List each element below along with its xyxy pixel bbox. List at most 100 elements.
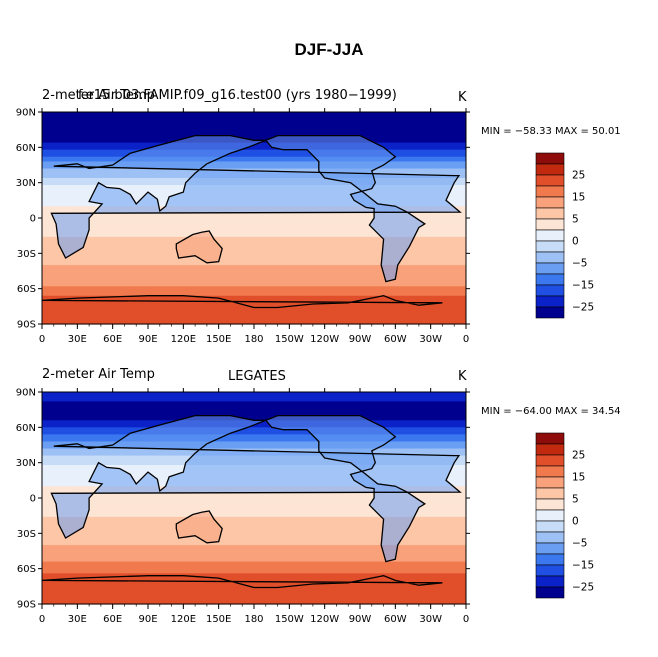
band-77 [42,293,466,297]
colorbar-label-5: −15 [572,560,594,572]
band-5 [42,123,466,127]
band-63 [42,540,466,544]
band-23 [42,446,466,450]
band-23 [42,166,466,170]
band-47 [42,222,466,226]
band-70 [42,276,466,280]
band-89 [42,321,466,325]
coastline-3 [41,295,443,309]
colorbar-swatch-0 [535,152,565,165]
band-19 [42,156,466,160]
band-67 [42,269,466,273]
colorbar-swatch-5 [535,487,565,500]
band-19 [42,436,466,440]
colorbar-label-5: −15 [572,280,594,292]
band-44 [42,215,466,219]
coastline-1 [264,134,427,283]
lon-tick-label-11: 30W [419,334,442,345]
lon-tick-label-9: 90W [349,614,372,625]
lon-tick-label-11: 30W [419,614,442,625]
band-11 [42,417,466,421]
band-59 [42,250,466,254]
lon-tick-label-12: 0 [463,614,469,625]
lon-tick-label-5: 150E [206,334,231,345]
colorbar-swatch-3 [535,185,565,198]
colorbar-swatch-6 [535,498,565,511]
band-7 [42,408,466,412]
coastline-1 [264,414,427,563]
lat-tick-label-5: 60S [17,564,36,575]
band-50 [42,229,466,233]
band-64 [42,262,466,266]
colorbar-swatch-3 [535,465,565,478]
band-50 [42,509,466,513]
colorbar-swatch-7 [535,509,565,522]
band-86 [42,314,466,318]
band-81 [42,582,466,586]
band-24 [42,448,466,452]
colorbar-label-4: −5 [572,258,587,270]
band-17 [42,152,466,155]
lon-tick-label-8: 120W [310,614,339,625]
band-68 [42,272,466,276]
band-71 [42,559,466,563]
colorbar-label-4: −5 [572,538,587,550]
colorbar-swatch-6 [535,218,565,231]
band-67 [42,549,466,553]
band-73 [42,563,466,567]
band-59 [42,530,466,534]
lat-tick-label-6: 90S [17,320,36,331]
colorbar-swatch-13 [535,295,565,308]
band-58 [42,248,466,252]
lat-tick-label-0: 90N [16,388,36,399]
band-76 [42,571,466,574]
band-85 [42,312,466,316]
colorbar-swatch-11 [535,273,565,286]
band-85 [42,592,466,596]
band-75 [42,568,466,572]
band-43 [42,213,466,217]
colorbar-label-3: 0 [572,236,579,248]
band-49 [42,507,466,511]
colorbar-swatch-12 [535,284,565,297]
band-69 [42,554,466,558]
lat-tick-label-3: 0 [30,214,36,225]
coastline-2 [175,230,223,264]
band-54 [42,239,466,243]
lat-tick-label-0: 90N [16,108,36,119]
band-6 [42,126,466,130]
colorbar-swatch-2 [535,454,565,467]
colorbar-swatch-12 [535,564,565,577]
colorbar-swatch-2 [535,174,565,187]
band-0 [42,392,466,395]
lat-tick-label-1: 60N [16,143,36,154]
band-87 [42,316,466,320]
band-18 [42,434,466,438]
band-70 [42,556,466,560]
coastline-0 [50,134,462,259]
band-66 [42,267,466,271]
lon-tick-label-8: 120W [310,334,339,345]
band-49 [42,227,466,231]
band-65 [42,265,466,269]
band-84 [42,589,466,593]
band-45 [42,498,466,501]
band-8 [42,410,466,414]
page-title: DJF-JJA [294,40,364,59]
band-11 [42,137,466,141]
colorbar-swatch-0 [535,432,565,445]
band-44 [42,495,466,499]
band-51 [42,232,466,236]
land-shade-0 [51,415,461,538]
band-3 [42,119,466,123]
panel2-units: K [458,369,467,384]
lon-tick-label-6: 180 [244,334,263,345]
band-22 [42,163,466,167]
band-76 [42,291,466,294]
lon-tick-label-1: 30E [68,334,87,345]
band-16 [42,149,466,153]
band-7 [42,128,466,132]
band-20 [42,439,466,443]
lon-tick-label-7: 150W [275,614,304,625]
land-shade-2 [176,231,223,263]
